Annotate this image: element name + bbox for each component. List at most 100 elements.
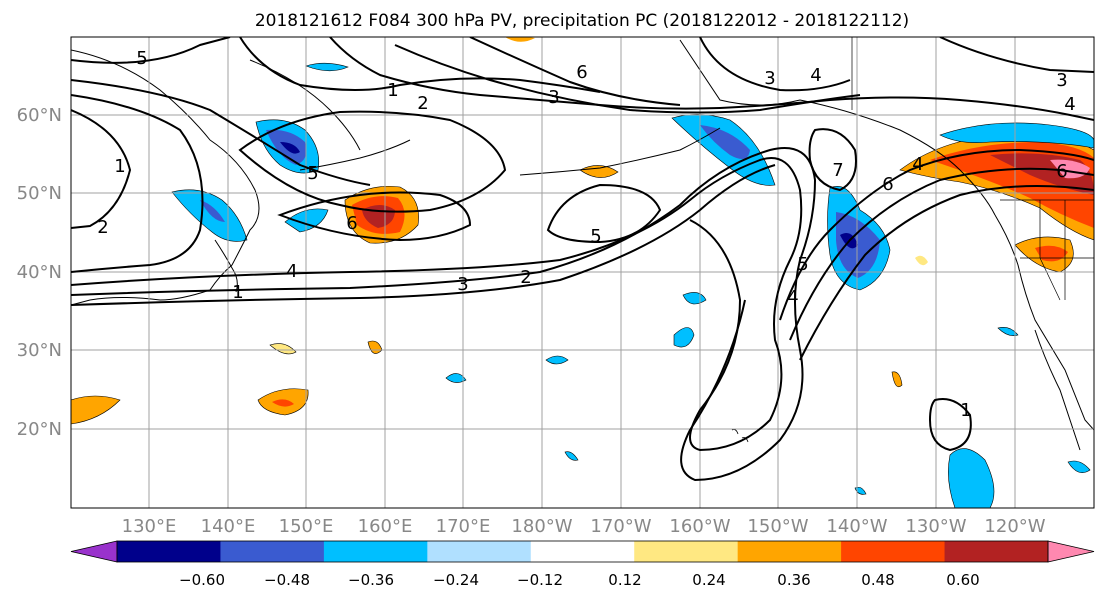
- shade-neg-japan-core: [200, 200, 225, 222]
- shade-neg-blob1: [305, 62, 349, 72]
- lon-label: 160°W: [669, 516, 730, 537]
- contour-line: [394, 44, 861, 114]
- shade-neg-blob5: [445, 373, 467, 383]
- colorbar: −0.60 −0.48 −0.36 −0.24 −0.12 0.12 0.24 …: [70, 540, 1095, 589]
- shade-pos-blob1: [579, 165, 619, 178]
- lon-label: 150°W: [747, 516, 808, 537]
- colorbar-segment: [427, 541, 532, 562]
- coast-aleutians: [519, 127, 721, 176]
- contour-label: 6: [882, 174, 893, 195]
- colorbar-segment: [530, 541, 635, 562]
- colorbar-segments: [70, 540, 1095, 563]
- coast-alaska: [679, 39, 996, 216]
- contour-line: [277, 191, 472, 242]
- lon-label: 130°W: [905, 516, 966, 537]
- lon-label: 150°E: [279, 516, 334, 537]
- contour-line: [71, 109, 132, 229]
- lat-label: 30°N: [17, 340, 62, 361]
- shading-layer: [71, 37, 1094, 508]
- contour-line: [546, 183, 662, 244]
- contour-label: 5: [307, 163, 318, 184]
- colorbar-ticks: −0.60 −0.48 −0.36 −0.24 −0.12 0.12 0.24 …: [179, 571, 980, 589]
- shade-neg-blob8: [997, 327, 1019, 336]
- gridlines: [71, 37, 1094, 508]
- contour-line: [71, 157, 803, 452]
- contour-line: [238, 110, 507, 213]
- shade-pos-blob7: [891, 371, 903, 388]
- figure-title: 2018121612 F084 300 hPa PV, precipitatio…: [255, 11, 909, 31]
- lat-label: 40°N: [17, 262, 62, 283]
- colorbar-extend-max: [1047, 540, 1095, 563]
- colorbar-tick-label: −0.12: [517, 571, 563, 589]
- contour-label: 5: [797, 254, 808, 275]
- contour-label: 3: [548, 87, 559, 108]
- contour-label: 7: [832, 160, 843, 181]
- colorbar-tick-label: 0.36: [777, 571, 810, 589]
- shade-pos-blob2: [505, 37, 535, 42]
- colorbar-tick-label: −0.36: [348, 571, 394, 589]
- contour-line: [939, 37, 1094, 73]
- shade-pos-blob5-core: [272, 399, 294, 407]
- contour-label: 1: [232, 282, 243, 303]
- contour-line: [789, 167, 1094, 341]
- shade-neg-blob3: [673, 327, 695, 348]
- contour-line: [239, 37, 601, 93]
- colorbar-segment: [323, 541, 428, 562]
- shade-neg-blob6: [948, 448, 995, 508]
- map-panel: 5 1 2 3 6 3 4 3 4 1 5 6 2 7 6 5 4 2 3 4: [17, 36, 1095, 537]
- coast-japan: [214, 239, 238, 293]
- contour-label: 6: [346, 213, 357, 234]
- lat-label: 20°N: [17, 419, 62, 440]
- coast-kamchatka: [249, 59, 361, 151]
- colorbar-tick-label: 0.48: [861, 571, 894, 589]
- contour-label: 2: [97, 217, 108, 238]
- lon-label: 140°E: [201, 516, 256, 537]
- shade-pos-blob8: [915, 255, 928, 266]
- pv-contours: [71, 37, 1094, 482]
- contour-line: [469, 37, 681, 106]
- colorbar-tick-label: 0.60: [946, 571, 979, 589]
- contour-label: 2: [417, 93, 428, 114]
- shade-neg-aleutian-core: [700, 125, 750, 159]
- colorbar-segment: [117, 541, 221, 562]
- coast-baja: [1034, 329, 1081, 451]
- lon-label: 120°W: [984, 516, 1045, 537]
- colorbar-tick-label: 0.12: [608, 571, 641, 589]
- contour-line: [699, 37, 851, 92]
- contour-label: 4: [912, 154, 923, 175]
- contour-label-layer: 5 1 2 3 6 3 4 3 4 1 5 6 2 7 6 5 4 2 3 4: [97, 48, 1075, 421]
- shade-pos-blob3: [269, 343, 297, 355]
- colorbar-tick-label: −0.48: [264, 571, 310, 589]
- border-states: [1020, 200, 1094, 301]
- contour-line: [71, 164, 776, 306]
- colorbar-extend-min: [70, 540, 118, 563]
- colorbar-segment: [220, 541, 325, 562]
- lon-label: 170°E: [436, 516, 491, 537]
- shade-neg-blob7: [1067, 460, 1091, 473]
- lat-label: 50°N: [17, 183, 62, 204]
- shade-neg-blob4: [545, 355, 569, 365]
- contour-line: [329, 37, 1094, 121]
- contour-line: [779, 148, 1094, 321]
- colorbar-segment: [944, 541, 1049, 562]
- contour-label: 4: [286, 261, 297, 282]
- contour-line: [71, 94, 204, 273]
- shade-neg-kamchatka-core: [280, 142, 300, 154]
- contour-line: [71, 147, 817, 482]
- lon-label: 130°E: [122, 516, 177, 537]
- lat-label: 60°N: [17, 105, 62, 126]
- contour-label: 1: [114, 156, 125, 177]
- colorbar-tick-label: −0.60: [179, 571, 225, 589]
- contour-line: [71, 37, 231, 64]
- contour-line: [928, 398, 972, 452]
- contour-label: 4: [1064, 94, 1075, 115]
- lat-axis: 60°N 50°N 40°N 30°N 20°N: [17, 105, 62, 440]
- lon-label: 180°W: [511, 516, 572, 537]
- contour-label: 3: [764, 68, 775, 89]
- map-frame: [70, 36, 1095, 509]
- contour-line: [71, 79, 371, 186]
- shade-neg-bc: [939, 122, 1094, 149]
- colorbar-frame: [116, 540, 1049, 563]
- colorbar-segment: [737, 541, 842, 562]
